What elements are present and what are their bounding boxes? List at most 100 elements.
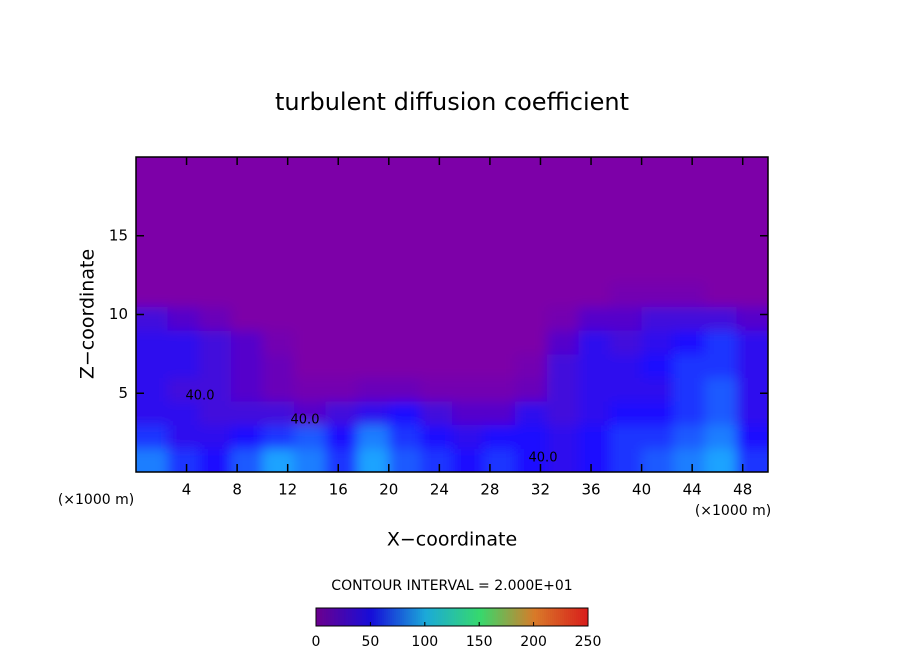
colorbar-swatch	[540, 608, 542, 626]
colorbar-swatch	[376, 608, 378, 626]
cell	[673, 353, 706, 378]
cell	[610, 401, 643, 426]
colorbar-swatch	[404, 608, 406, 626]
colorbar-swatch	[546, 608, 548, 626]
colorbar-swatch	[408, 608, 410, 626]
colorbar-swatch	[352, 608, 354, 626]
colorbar-swatch	[578, 608, 580, 626]
cell	[610, 377, 643, 402]
colorbar-swatch	[486, 608, 488, 626]
colorbar-swatch	[568, 608, 570, 626]
colorbar-swatch	[406, 608, 408, 626]
cell	[199, 306, 232, 331]
cell	[483, 401, 516, 426]
colorbar-swatch	[338, 608, 340, 626]
colorbar-swatch	[360, 608, 362, 626]
cell	[673, 424, 706, 449]
cell	[673, 377, 706, 402]
colorbar-swatch	[560, 608, 562, 626]
cell	[388, 401, 421, 426]
cell	[641, 353, 674, 378]
colorbar-swatch	[554, 608, 556, 626]
colorbar-swatch	[366, 608, 368, 626]
cell	[420, 401, 453, 426]
cell	[199, 377, 232, 402]
cell	[641, 401, 674, 426]
colorbar-swatch	[410, 608, 412, 626]
cell	[230, 353, 263, 378]
colorbar-swatch	[346, 608, 348, 626]
colorbar-swatch	[490, 608, 492, 626]
colorbar-swatch	[330, 608, 332, 626]
cell	[167, 283, 200, 308]
cell	[483, 353, 516, 378]
colorbar-swatch	[396, 608, 398, 626]
cell	[199, 330, 232, 355]
x-tick-label: 24	[430, 481, 449, 499]
y-tick-label: 5	[118, 384, 128, 402]
cell	[136, 377, 169, 402]
cell	[199, 283, 232, 308]
colorbar-swatch	[582, 608, 584, 626]
colorbar-swatch	[488, 608, 490, 626]
colorbar-swatch	[336, 608, 338, 626]
colorbar-swatch	[548, 608, 550, 626]
cell	[325, 306, 358, 331]
cell	[294, 424, 327, 449]
cell	[515, 353, 548, 378]
field	[136, 157, 768, 472]
colorbar-swatch	[370, 608, 372, 626]
colorbar-swatch	[368, 608, 370, 626]
colorbar-swatch	[424, 608, 426, 626]
colorbar-swatch	[458, 608, 460, 626]
colorbar-swatch	[326, 608, 328, 626]
colorbar-swatch	[542, 608, 544, 626]
colorbar-swatch	[512, 608, 514, 626]
colorbar-swatch	[388, 608, 390, 626]
colorbar-swatch	[394, 608, 396, 626]
colorbar-swatch	[362, 608, 364, 626]
colorbar-swatch	[422, 608, 424, 626]
colorbar-swatch	[428, 608, 430, 626]
cell	[483, 330, 516, 355]
colorbar-swatch	[332, 608, 334, 626]
x-tick-label: 20	[379, 481, 398, 499]
x-tick-label: 32	[531, 481, 550, 499]
cell	[546, 448, 579, 472]
cell	[452, 401, 485, 426]
cell	[262, 377, 295, 402]
colorbar-swatch	[354, 608, 356, 626]
colorbar-tick-label: 100	[411, 634, 438, 650]
colorbar-swatch	[580, 608, 582, 626]
colorbar-swatch	[318, 608, 320, 626]
colorbar-swatch	[480, 608, 482, 626]
cell	[483, 424, 516, 449]
cell	[357, 283, 390, 308]
cell	[230, 283, 263, 308]
cell	[483, 377, 516, 402]
colorbar-swatch	[484, 608, 486, 626]
colorbar-tick-label: 50	[361, 634, 379, 650]
cell	[704, 330, 737, 355]
colorbar-swatch	[472, 608, 474, 626]
cell	[452, 306, 485, 331]
cell	[546, 401, 579, 426]
colorbar-swatch	[494, 608, 496, 626]
colorbar-swatch	[350, 608, 352, 626]
colorbar-swatch	[464, 608, 466, 626]
cell	[736, 353, 768, 378]
colorbar-swatch	[454, 608, 456, 626]
cell	[641, 330, 674, 355]
colorbar-swatch	[402, 608, 404, 626]
colorbar-swatch	[496, 608, 498, 626]
cell	[136, 424, 169, 449]
cell	[357, 330, 390, 355]
colorbar-swatch	[356, 608, 358, 626]
colorbar-swatch	[340, 608, 342, 626]
cell	[262, 306, 295, 331]
colorbar-tick-label: 250	[575, 634, 602, 650]
cell	[578, 377, 611, 402]
colorbar-swatch	[426, 608, 428, 626]
colorbar-swatch	[550, 608, 552, 626]
cell	[736, 424, 768, 449]
